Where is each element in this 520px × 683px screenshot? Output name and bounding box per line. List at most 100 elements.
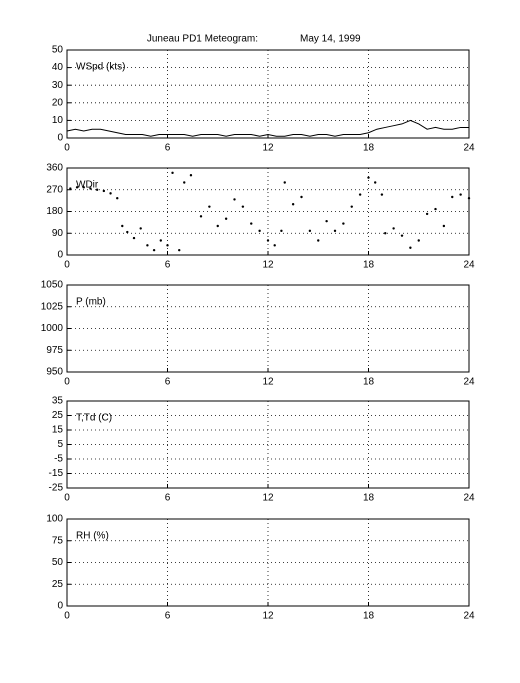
data-point <box>75 186 79 189</box>
x-tick-label: 12 <box>262 260 274 271</box>
data-point <box>273 244 276 247</box>
data-point <box>417 239 420 242</box>
data-point <box>146 244 149 247</box>
data-point <box>116 197 119 200</box>
y-tick-label: 0 <box>57 133 63 144</box>
data-point <box>291 203 295 206</box>
data-point <box>300 195 303 199</box>
x-tick-label: 24 <box>463 377 475 388</box>
x-tick-label: 18 <box>363 260 375 271</box>
axes-frame <box>66 284 470 373</box>
panel-label: RH (%) <box>76 531 109 542</box>
x-tick-label: 18 <box>363 611 375 622</box>
axes-frame <box>66 167 470 256</box>
y-tick-label: 5 <box>57 439 63 450</box>
y-tick-label: 10 <box>52 115 64 126</box>
y-tick-label: 975 <box>46 345 63 356</box>
x-tick-label: 0 <box>64 260 70 271</box>
data-point <box>183 181 186 184</box>
y-tick-label: 90 <box>52 228 64 239</box>
y-tick-label: 0 <box>57 250 63 261</box>
x-tick-label: 12 <box>262 377 274 388</box>
data-point <box>208 205 211 208</box>
y-tick-label: 50 <box>52 45 64 56</box>
data-point <box>166 244 169 247</box>
y-tick-label: 1050 <box>41 280 64 291</box>
x-tick-label: 6 <box>165 377 171 388</box>
x-tick-label: 0 <box>64 377 70 388</box>
y-tick-label: 25 <box>52 410 64 421</box>
data-point <box>442 224 446 228</box>
y-tick-label: -15 <box>49 468 64 479</box>
data-point <box>121 224 124 228</box>
data-point <box>139 227 142 230</box>
x-tick-label: 0 <box>64 493 70 504</box>
y-tick-label: 950 <box>46 367 63 378</box>
data-point <box>233 198 236 201</box>
data-point <box>152 248 156 252</box>
y-tick-label: 75 <box>52 535 64 546</box>
y-tick-label: 0 <box>57 601 63 612</box>
data-point <box>216 224 219 228</box>
x-tick-label: 6 <box>165 143 171 154</box>
data-point <box>241 205 245 208</box>
y-tick-label: 40 <box>52 62 64 73</box>
data-point <box>250 222 253 225</box>
y-tick-label: 100 <box>46 514 63 525</box>
data-point <box>374 181 377 184</box>
data-point <box>224 217 228 220</box>
x-tick-label: 0 <box>64 611 70 622</box>
panel-label: P (mb) <box>76 297 106 308</box>
x-tick-label: 18 <box>363 143 375 154</box>
panel-label: WSpd (kts) <box>76 62 125 73</box>
x-tick-label: 18 <box>363 377 375 388</box>
data-point <box>451 195 454 199</box>
data-point <box>82 186 85 189</box>
data-point <box>159 239 162 242</box>
chart-title: Juneau PD1 Meteogram: <box>147 34 258 45</box>
y-tick-label: -25 <box>49 483 64 494</box>
x-tick-label: 18 <box>363 493 375 504</box>
y-tick-label: 360 <box>46 163 63 174</box>
y-tick-label: 15 <box>52 425 64 436</box>
x-tick-label: 24 <box>463 143 475 154</box>
data-point <box>126 230 129 234</box>
data-point <box>102 189 106 193</box>
x-tick-label: 0 <box>64 143 70 154</box>
data-point <box>89 187 92 190</box>
data-point <box>95 188 99 191</box>
data-point <box>425 212 429 216</box>
data-point <box>358 193 362 196</box>
axes-frame <box>66 518 470 607</box>
data-point <box>384 232 387 235</box>
data-point <box>109 192 112 195</box>
y-tick-label: 1025 <box>41 301 64 312</box>
data-point <box>467 197 471 200</box>
data-point <box>280 229 283 233</box>
data-point <box>409 246 412 249</box>
data-point <box>333 229 337 233</box>
data-point <box>350 205 353 208</box>
x-tick-label: 6 <box>165 493 171 504</box>
axes-frame <box>66 400 470 489</box>
chart-date: May 14, 1999 <box>300 34 361 45</box>
x-tick-label: 24 <box>463 611 475 622</box>
axes-frame <box>66 49 470 139</box>
y-tick-label: 20 <box>52 97 64 108</box>
y-tick-label: 50 <box>52 557 64 568</box>
x-tick-label: 6 <box>165 260 171 271</box>
y-tick-label: 1000 <box>41 323 64 334</box>
data-point <box>434 207 437 211</box>
data-point <box>258 229 261 233</box>
x-tick-label: 6 <box>165 611 171 622</box>
data-point <box>171 171 174 175</box>
data-point <box>459 193 462 196</box>
data-point <box>283 181 286 184</box>
data-point <box>199 215 203 218</box>
data-point <box>317 239 320 242</box>
x-tick-label: 12 <box>262 143 274 154</box>
x-tick-label: 12 <box>262 493 274 504</box>
y-tick-label: 25 <box>52 579 64 590</box>
data-point <box>308 229 312 233</box>
